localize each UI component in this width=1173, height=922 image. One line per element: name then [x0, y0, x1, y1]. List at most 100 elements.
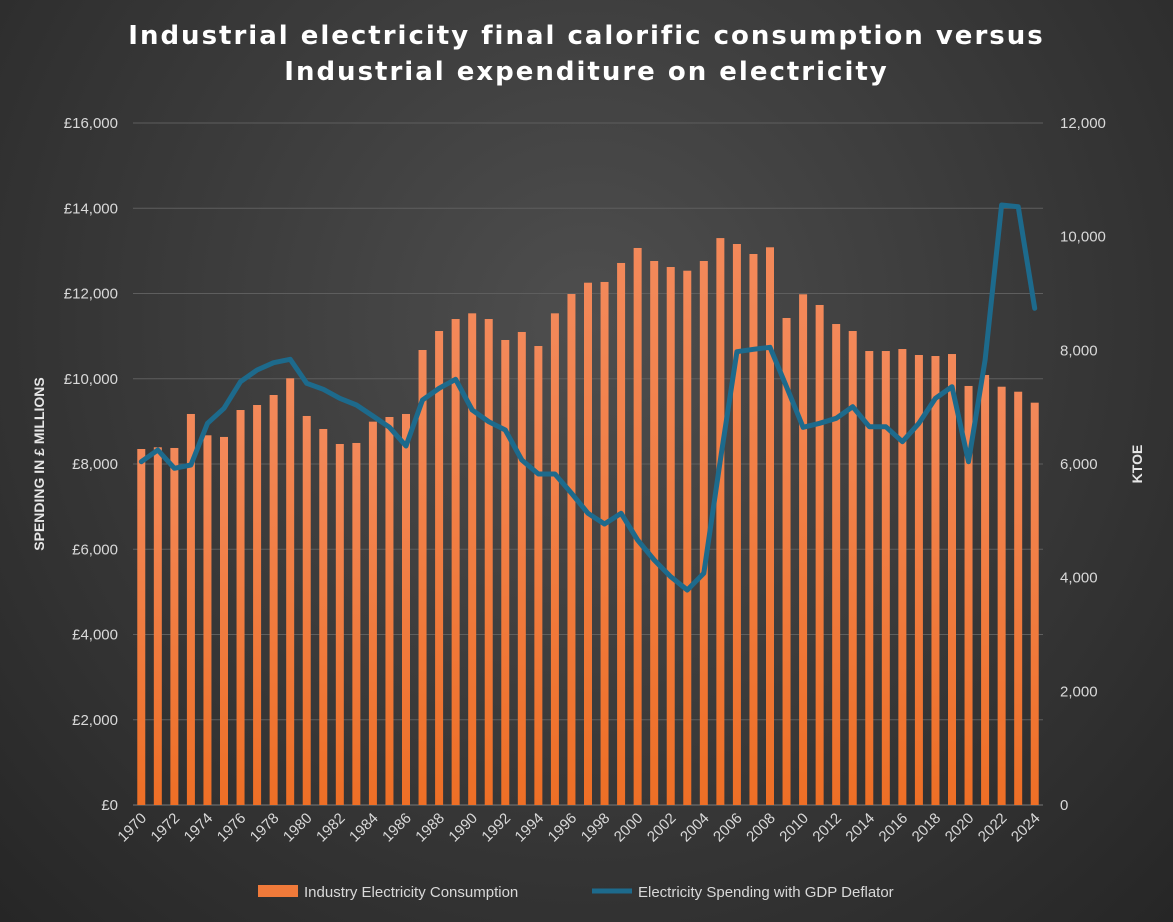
- x-tick-label: 1972: [148, 810, 184, 846]
- bar-2018: [931, 356, 940, 805]
- bar-1974: [203, 435, 212, 805]
- bar-1987: [418, 349, 427, 805]
- bar-1996: [567, 294, 576, 805]
- bar-1994: [534, 346, 543, 805]
- x-tick-label: 1978: [247, 810, 283, 846]
- left-tick-label: £2,000: [72, 712, 118, 729]
- bar-2002: [666, 267, 675, 806]
- x-tick-label: 2018: [909, 810, 945, 846]
- legend-bar-swatch: [258, 885, 298, 897]
- x-tick-label: 2004: [677, 810, 713, 846]
- x-tick-label: 1984: [346, 810, 382, 846]
- legend-line-label: Electricity Spending with GDP Deflator: [638, 884, 894, 901]
- x-tick-label: 1990: [445, 810, 481, 846]
- bar-2009: [782, 317, 791, 805]
- x-tick-label: 1994: [512, 810, 548, 846]
- left-axis-ticks: £0 £2,000 £4,000 £6,000 £8,000 £10,000 £12,000…: [64, 115, 118, 814]
- spending-line: [138, 202, 1038, 593]
- bar-1970: [137, 448, 146, 805]
- left-tick-label: £12,000: [64, 286, 118, 303]
- bar-2010: [799, 294, 808, 805]
- bar-1977: [253, 405, 262, 805]
- left-tick-label: £16,000: [64, 115, 118, 132]
- bar-1981: [319, 428, 328, 805]
- bar-2012: [832, 324, 841, 805]
- left-tick-label: £0: [101, 797, 118, 814]
- bar-1988: [435, 331, 444, 805]
- x-tick-label: 1970: [114, 810, 150, 846]
- bar-2001: [650, 260, 659, 805]
- bar-2007: [749, 254, 758, 805]
- bar-1971: [153, 447, 162, 805]
- x-tick-label: 1988: [412, 810, 448, 846]
- x-tick-label: 2020: [942, 810, 978, 846]
- right-tick-label: 4,000: [1060, 570, 1098, 587]
- bar-2015: [881, 351, 890, 805]
- left-tick-label: £10,000: [64, 371, 118, 388]
- bar-1985: [385, 416, 394, 805]
- bar-1984: [368, 421, 377, 805]
- x-tick-label: 1976: [214, 810, 250, 846]
- x-tick-label: 1986: [379, 810, 415, 846]
- x-tick-label: 1992: [478, 810, 514, 846]
- bar-2020: [964, 385, 973, 805]
- x-tick-label: 1982: [313, 810, 349, 846]
- x-tick-label: 2022: [975, 810, 1011, 846]
- bar-1982: [335, 443, 344, 805]
- chart-title-line-2: Industrial expenditure on electricity: [284, 57, 889, 87]
- right-axis-ticks: 0 2,000 4,000 6,000 8,000 10,000 12,000: [1060, 115, 1106, 814]
- bar-1995: [550, 313, 559, 805]
- bar-2004: [699, 260, 708, 805]
- left-tick-label: £4,000: [72, 627, 118, 644]
- bar-1990: [468, 313, 477, 805]
- bar-1991: [484, 319, 493, 805]
- chart-title: Industrial electricity final calorific c…: [0, 18, 1173, 90]
- x-tick-label: 2010: [776, 810, 812, 846]
- bar-2008: [766, 247, 774, 805]
- x-tick-label: 2016: [876, 810, 912, 846]
- bar-2024: [1030, 402, 1039, 805]
- bar-1976: [236, 410, 245, 805]
- bar-2011: [815, 304, 824, 805]
- bar-1993: [517, 331, 526, 805]
- x-tick-label: 2024: [1008, 810, 1044, 846]
- x-tick-label: 2014: [842, 810, 878, 846]
- x-tick-label: 2000: [611, 810, 647, 846]
- legend-bar-label: Industry Electricity Consumption: [304, 884, 518, 901]
- right-tick-label: 2,000: [1060, 683, 1098, 700]
- left-tick-label: £8,000: [72, 456, 118, 473]
- bar-2000: [633, 247, 642, 805]
- bar-1998: [600, 281, 609, 805]
- bar-2016: [898, 349, 907, 805]
- bar-1983: [352, 442, 361, 805]
- x-tick-label: 1996: [545, 810, 581, 846]
- bar-2003: [683, 270, 692, 805]
- bar-1978: [269, 395, 278, 805]
- bar-series: [137, 238, 1039, 806]
- bar-1980: [302, 415, 311, 805]
- legend: Industry Electricity Consumption Electri…: [258, 884, 894, 901]
- bar-2013: [848, 331, 857, 805]
- bar-1986: [402, 413, 410, 805]
- bar-2022: [997, 386, 1006, 805]
- x-tick-label: 1974: [181, 810, 217, 846]
- bar-2017: [914, 354, 923, 805]
- left-tick-label: £6,000: [72, 541, 118, 558]
- bar-1979: [286, 378, 295, 805]
- x-tick-label: 2006: [710, 810, 746, 846]
- bar-2006: [732, 243, 741, 805]
- bar-1973: [186, 413, 195, 805]
- x-tick-label: 2002: [644, 810, 680, 846]
- bar-2014: [865, 351, 874, 805]
- right-tick-label: 6,000: [1060, 456, 1098, 473]
- right-tick-label: 8,000: [1060, 342, 1098, 359]
- bar-1992: [501, 339, 510, 805]
- bar-1975: [220, 436, 228, 805]
- bar-2005: [716, 238, 725, 805]
- bar-1972: [170, 447, 179, 805]
- chart-title-line-1: Industrial electricity final calorific c…: [128, 21, 1045, 51]
- x-tick-label: 2008: [743, 810, 779, 846]
- line-series: [138, 202, 1038, 593]
